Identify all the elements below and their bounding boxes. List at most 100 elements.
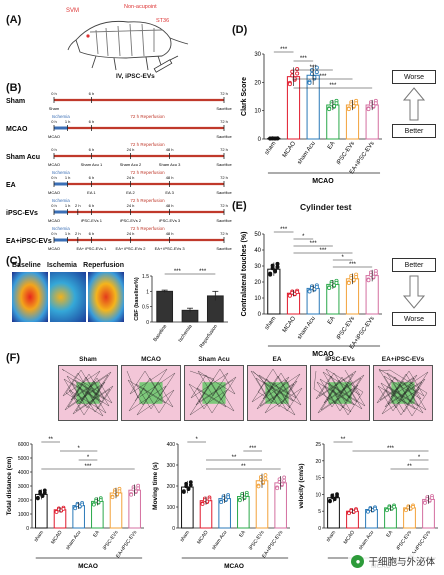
y-tick-label: 15 <box>315 476 321 482</box>
timeline-tick-label: 72 h <box>220 203 228 208</box>
timeline-name: Sham Acu <box>6 154 40 161</box>
data-point <box>354 275 359 280</box>
significance-label: *** <box>310 241 318 247</box>
reperfusion-note: 72 h Reperfusion <box>130 226 165 231</box>
x-tick-label: iPSC-EVs <box>102 529 120 551</box>
timeline-event: EA 3 <box>165 190 174 195</box>
panel-label-b: (B) <box>6 82 22 94</box>
significance-label: * <box>87 455 90 461</box>
y-axis-label: Clark Score <box>241 77 248 116</box>
x-tick-label: MCAO <box>50 530 64 546</box>
open-field-box <box>310 365 370 421</box>
wechat-icon: ● <box>351 554 365 568</box>
y-tick-label: 20 <box>254 280 261 286</box>
x-tick-label: iPSC-EVs <box>336 141 356 166</box>
significance-label: *** <box>280 227 288 233</box>
y-axis-label: Moving time (s) <box>152 462 159 510</box>
timeline-tick-label: 6 h <box>89 175 95 180</box>
protocol-timelines: Sham 0 h 6 h 72 h Sham Sacrifice MCAO 0 h 1 h 6 h… <box>6 91 232 251</box>
data-point <box>314 70 319 75</box>
timeline-row: EA 0 h 1 h 6 h 24 h 48 h 72 h MCAO EA 1 EA 2 EA 3 S… <box>6 170 232 195</box>
y-tick-label: 20 <box>254 80 261 86</box>
timeline-event: Sacrifice <box>216 134 232 139</box>
timeline-tick-label: 1 h <box>65 175 71 180</box>
x-tick-label: EA <box>327 316 337 326</box>
timeline-event: MCAO <box>48 162 60 167</box>
data-point <box>332 283 337 288</box>
timeline-event: Sham Acu 2 <box>120 162 142 167</box>
timeline-tick-label: 72 h <box>220 119 228 124</box>
y-tick-label: 2000 <box>18 498 29 504</box>
timeline-tick-label: 24 h <box>127 175 135 180</box>
x-tick-label: Reperfusion <box>199 324 220 350</box>
y-tick-label: 3000 <box>18 484 29 490</box>
significance-label: *** <box>199 269 207 275</box>
y-tick-label: 0 <box>172 526 175 532</box>
movement-track <box>250 368 303 416</box>
x-tick-label: sham <box>264 316 277 331</box>
y-tick-label: 300 <box>167 463 176 469</box>
data-point <box>314 65 319 70</box>
x-axis-label: MCAO <box>224 563 244 570</box>
significance-label: ** <box>241 464 246 470</box>
timeline-tick-label: 0 h <box>51 203 57 208</box>
x-tick-label: sham <box>264 141 277 156</box>
y-tick-label: 6000 <box>18 442 29 448</box>
laser-speckle-images: Baseline Ischemia Reperfusion <box>12 262 124 332</box>
track-title: MCAO <box>141 356 161 363</box>
reperfusion-note: 72 h Reperfusion <box>130 170 165 175</box>
data-point <box>295 290 300 295</box>
chart-velocity: 0 5 10 15 20 25 velocity (cm/s) sham MCAO sham Ac… <box>298 437 438 570</box>
timeline-tick-label: 48 h <box>166 203 174 208</box>
data-point <box>287 82 292 87</box>
timeline-event: MCAO <box>48 190 60 195</box>
x-tick-label: MCAO <box>196 530 210 546</box>
x-tick-label: MCAO <box>282 140 297 158</box>
track-title: Sham <box>79 356 97 363</box>
data-point <box>346 281 351 286</box>
y-tick-label: 30 <box>254 264 261 270</box>
ischemia-note: Ischemia <box>52 114 71 119</box>
x-tick-label: Baseline <box>152 324 168 343</box>
reperfusion-note: 72 h Reperfusion <box>130 142 165 147</box>
legend-worse: Worse <box>392 70 436 84</box>
timeline-name: MCAO <box>6 126 28 133</box>
data-point <box>327 285 332 290</box>
data-point <box>351 104 356 109</box>
significance-label: * <box>418 455 421 461</box>
x-tick-label: sham Acu <box>358 530 376 552</box>
timeline-tick-label: 48 h <box>166 147 174 152</box>
data-point <box>117 489 122 494</box>
significance-label: *** <box>310 65 318 71</box>
data-point <box>430 496 434 500</box>
data-point <box>366 509 370 514</box>
data-point <box>282 475 287 480</box>
y-tick-label: 100 <box>167 505 176 511</box>
data-point <box>275 261 280 266</box>
data-point <box>287 293 292 298</box>
x-tick-label: Ischemia <box>177 324 194 344</box>
timeline-row: iPSC-EVs 0 h 1 h 2 h 6 h 24 h 48 h 72 h MCAO iPSC… <box>6 198 232 223</box>
data-point <box>347 511 351 516</box>
timeline-tick-label: 72 h <box>220 91 228 96</box>
legend-e: Better Worse <box>392 258 440 348</box>
timeline-tick-label: 72 h <box>220 147 228 152</box>
significance-label: *** <box>329 83 337 89</box>
cylinder-test-title: Cylinder test <box>300 202 352 212</box>
y-axis-label: Contralateral touches (%) <box>241 232 248 317</box>
y-tick-label: 10 <box>254 109 261 115</box>
data-point <box>244 493 249 497</box>
reperfusion-image <box>88 272 124 322</box>
timeline-row: Sham 0 h 6 h 72 h Sham Sacrifice <box>6 91 232 111</box>
x-tick-label: sham Acu <box>65 530 83 552</box>
timeline-event: iPSC-EVs 3 <box>159 218 181 223</box>
timeline-name: Sham <box>6 98 25 105</box>
y-tick-label: 400 <box>167 442 176 448</box>
x-tick-label: EA <box>385 529 394 538</box>
data-point <box>35 496 40 501</box>
open-field-box <box>121 365 181 421</box>
tag-svm: SVM <box>66 8 79 14</box>
data-point <box>307 289 312 294</box>
x-tick-label: sham <box>325 530 337 543</box>
